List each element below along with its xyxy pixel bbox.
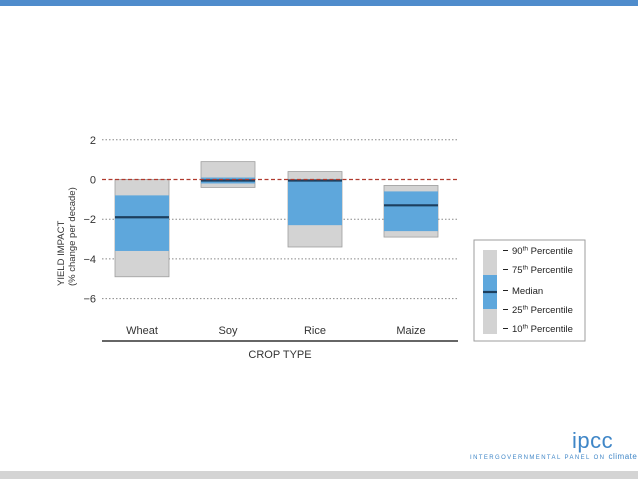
top-accent-bar: [0, 0, 638, 6]
y-tick-label: 0: [90, 175, 96, 187]
bottom-accent-bar: [0, 471, 638, 479]
y-tick-label: −2: [83, 214, 96, 226]
y-axis-title: YIELD IMPACT (% change per decade): [56, 187, 78, 286]
x-tick-label: Wheat: [126, 325, 158, 337]
box-inner-wheat: [115, 195, 169, 251]
legend-label: 25th Percentile: [512, 305, 573, 317]
y-axis-title-line: (% change per decade): [67, 187, 78, 286]
y-tick-label: −4: [83, 254, 96, 266]
x-tick-label: Rice: [304, 325, 326, 337]
x-tick-label: Maize: [396, 325, 425, 337]
legend-label: Median: [512, 286, 543, 297]
y-axis-title-line: YIELD IMPACT: [56, 221, 67, 286]
legend-label: 90th Percentile: [512, 246, 573, 258]
ipcc-tagline-highlight: climate change: [608, 452, 638, 461]
legend-label: 75th Percentile: [512, 265, 573, 277]
x-tick-label: Soy: [219, 325, 238, 337]
legend: 90th Percentile 75th Percentile Median 25th…: [473, 239, 586, 342]
ipcc-logo-tagline: INTERGOVERNMENTAL PANEL ON climate chang…: [470, 452, 638, 461]
box-outer-soy: [200, 161, 256, 188]
ipcc-tagline-prefix: INTERGOVERNMENTAL PANEL ON: [470, 455, 609, 461]
box-inner-maize: [384, 191, 438, 232]
box-inner-rice: [288, 179, 342, 226]
legend-label: 10th Percentile: [512, 324, 573, 336]
ipcc-logo-word: ipcc: [572, 428, 614, 453]
y-tick-label: 2: [90, 135, 96, 147]
y-tick-label: −6: [83, 294, 96, 306]
x-axis-title: CROP TYPE: [248, 349, 311, 361]
